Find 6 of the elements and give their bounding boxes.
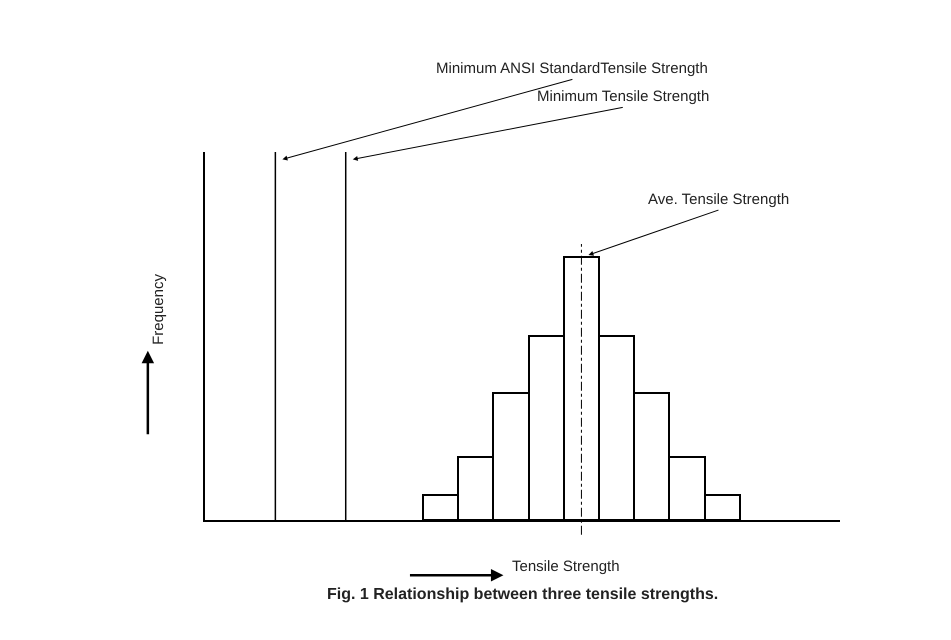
x-axis-title: Tensile Strength (512, 558, 620, 575)
text: Minimum Tensile Strength (537, 88, 710, 105)
text: Frequency (150, 274, 167, 345)
text: Ave. Tensile Strength (648, 191, 790, 208)
text: Minimum ANSI StandardTensile Strength (436, 60, 708, 77)
text: Fig. 1 Relationship between three tensile strengths. (327, 586, 718, 603)
